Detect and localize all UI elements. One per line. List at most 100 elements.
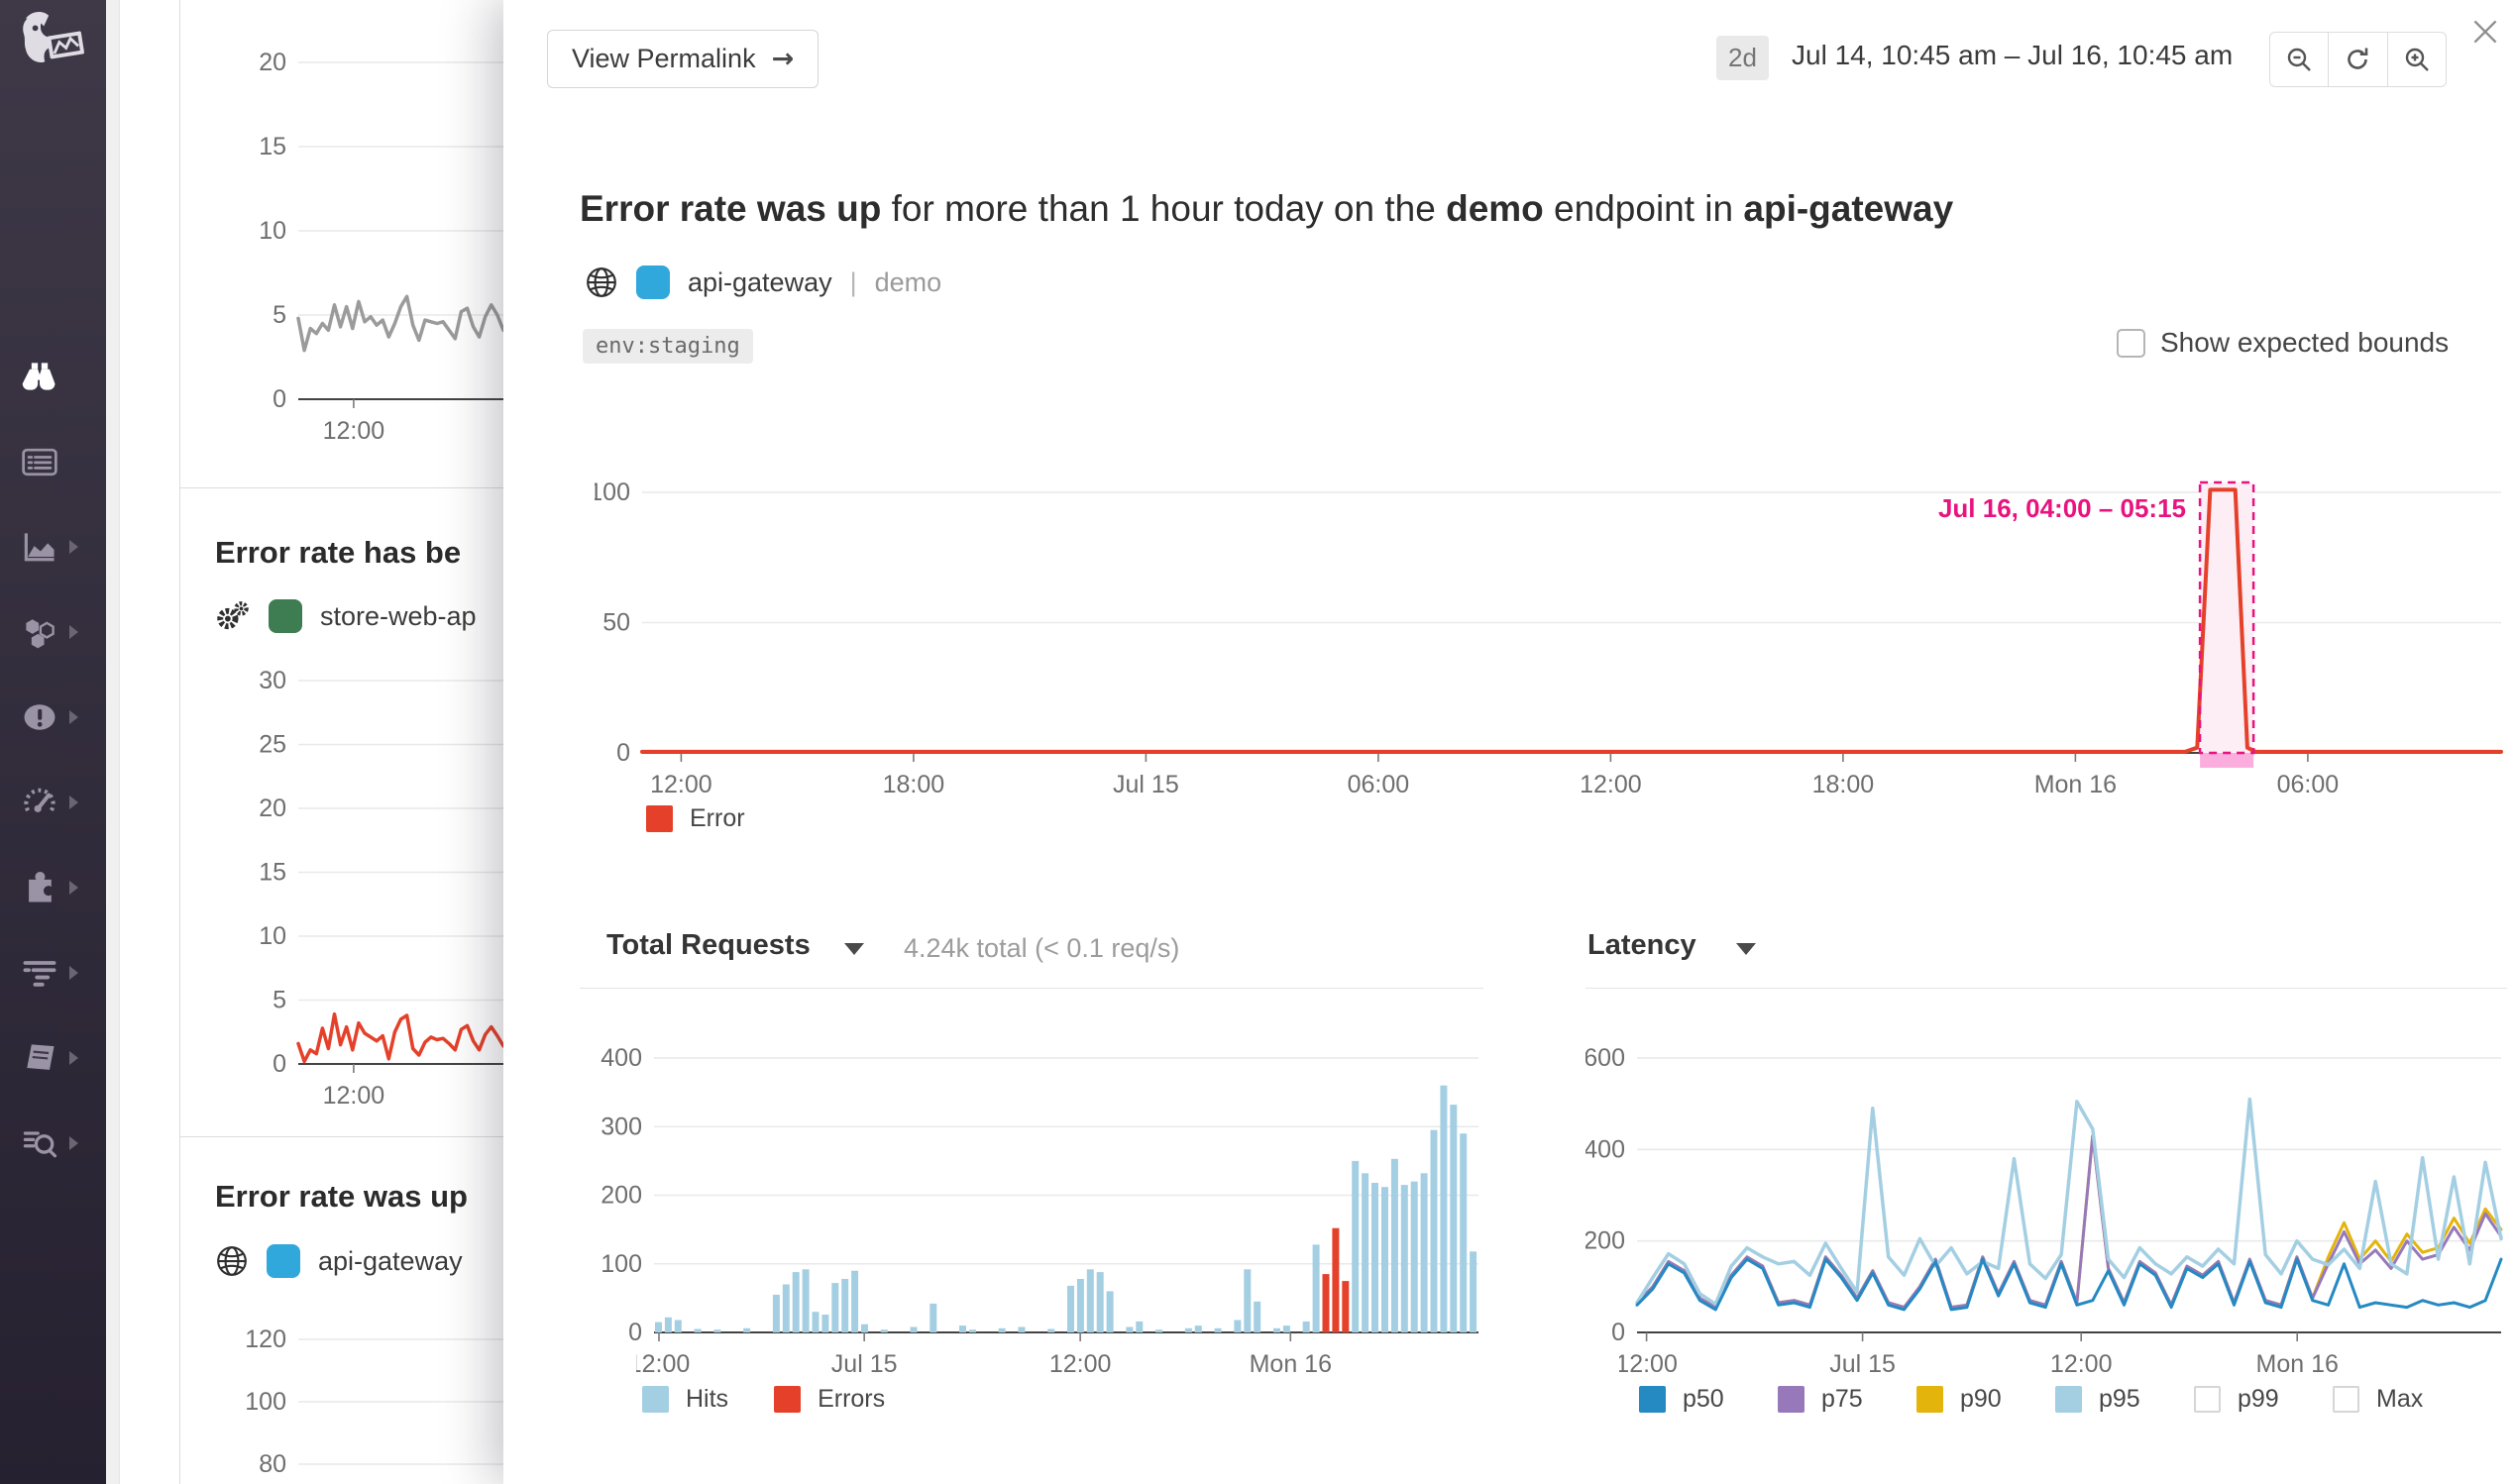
binoculars-icon xyxy=(22,363,55,390)
sidebar-item-notebooks[interactable] xyxy=(0,1030,106,1086)
svg-text:120: 120 xyxy=(245,1325,286,1353)
total-requests-summary: 4.24k total (< 0.1 req/s) xyxy=(904,933,1180,963)
legend-item-errors[interactable]: Errors xyxy=(774,1385,885,1414)
svg-text:Jul 15: Jul 15 xyxy=(831,1350,898,1378)
svg-text:06:00: 06:00 xyxy=(2277,771,2340,798)
sidebar-item-logs[interactable] xyxy=(0,1115,106,1171)
total-requests-legend: Hits Errors xyxy=(642,1385,930,1414)
svg-text:12:00: 12:00 xyxy=(1615,1350,1678,1378)
service-name: store-web-ap xyxy=(320,600,477,631)
chevron-right-icon xyxy=(69,710,78,724)
show-expected-bounds-control: Show expected bounds xyxy=(2117,327,2449,359)
alert-title-bold: Error rate was up xyxy=(580,188,882,229)
chevron-right-icon xyxy=(69,881,78,895)
env-tag[interactable]: env:staging xyxy=(583,329,753,364)
legend-item-p75[interactable]: p75 xyxy=(1778,1385,1890,1414)
endpoint-link[interactable]: demo xyxy=(874,266,942,297)
svg-text:Jul 16, 04:00 – 05:15: Jul 16, 04:00 – 05:15 xyxy=(1938,493,2186,523)
close-button[interactable] xyxy=(2467,14,2503,50)
legend-swatch xyxy=(1778,1386,1804,1413)
zoom-out-button[interactable] xyxy=(2270,33,2328,86)
error-rate-chart[interactable]: 100 50 0 12:00 18:00 Jul 15 06:00 12:00 18:00 Mon… xyxy=(595,436,2515,862)
svg-text:Mon 16: Mon 16 xyxy=(2256,1350,2339,1378)
legend-item-hits[interactable]: Hits xyxy=(642,1385,728,1414)
monitor-list-page: 20 15 10 5 0 12:00 Error rate has be store-we… xyxy=(106,0,503,1484)
legend-swatch xyxy=(646,805,673,832)
show-expected-bounds-checkbox[interactable] xyxy=(2117,328,2145,358)
bg-chart-top: 20 15 10 5 0 12:00 xyxy=(259,49,503,445)
alert-title-endpoint: demo xyxy=(1446,188,1544,229)
svg-text:Mon 16: Mon 16 xyxy=(1250,1350,1332,1378)
total-requests-chart[interactable]: 400 300 200 100 0 12:00 Jul 15 12:00 Mon 16 xyxy=(580,999,1486,1425)
legend-item-p50[interactable]: p50 xyxy=(1639,1385,1751,1414)
sidebar-item-monitors[interactable] xyxy=(0,689,106,745)
svg-text:15: 15 xyxy=(259,133,286,160)
svg-text:18:00: 18:00 xyxy=(1812,771,1875,798)
legend-item-max[interactable]: Max xyxy=(2333,1385,2445,1414)
legend-label: Errors xyxy=(818,1385,886,1413)
service-link[interactable]: api-gateway xyxy=(688,266,832,297)
svg-text:Jul 15: Jul 15 xyxy=(1113,771,1179,798)
time-range-badge[interactable]: 2d xyxy=(1716,36,1769,80)
bg-card-title: Error rate was up xyxy=(215,1179,468,1214)
bg-card-title: Error rate has be xyxy=(215,535,462,570)
sidebar-item-apm[interactable] xyxy=(0,945,106,1001)
zoom-in-button[interactable] xyxy=(2386,33,2446,86)
latency-chart[interactable]: 600 400 200 0 12:00 Jul 15 12:00 Mon 16 xyxy=(1586,999,2515,1425)
sidebar-item-synthetics[interactable] xyxy=(0,775,106,830)
svg-text:400: 400 xyxy=(601,1044,642,1072)
svg-text:10: 10 xyxy=(259,922,286,950)
svg-text:Jul 15: Jul 15 xyxy=(1829,1350,1896,1378)
scope-separator: | xyxy=(849,266,857,297)
view-permalink-button[interactable]: View Permalink → xyxy=(547,30,820,88)
svg-text:0: 0 xyxy=(616,739,630,767)
alert-title: Error rate was up for more than 1 hour t… xyxy=(580,188,2462,230)
chevron-down-icon[interactable] xyxy=(844,943,864,955)
legend-item-p99[interactable]: p99 xyxy=(2194,1385,2306,1414)
svg-text:0: 0 xyxy=(273,385,286,413)
sidebar-item-integrations[interactable] xyxy=(0,860,106,915)
svg-text:25: 25 xyxy=(259,731,286,759)
sidebar-item-home[interactable] xyxy=(0,6,106,71)
alert-exclamation-icon xyxy=(24,704,55,730)
close-icon xyxy=(2473,20,2497,44)
puzzle-piece-icon xyxy=(29,871,52,902)
legend-item-error[interactable]: Error xyxy=(646,804,745,833)
legend-item-p95[interactable]: p95 xyxy=(2055,1385,2167,1414)
sidebar-item-infrastructure[interactable] xyxy=(0,604,106,660)
svg-text:12:00: 12:00 xyxy=(1049,1350,1112,1378)
latency-legend: p50 p75 p90 p95 p99 Max xyxy=(1639,1385,2471,1414)
chevron-down-icon[interactable] xyxy=(1736,943,1756,955)
time-range-text: Jul 14, 10:45 am – Jul 16, 10:45 am xyxy=(1792,40,2234,70)
globe-icon xyxy=(587,267,616,297)
refresh-button[interactable] xyxy=(2328,33,2386,86)
alert-scope-row: api-gateway | demo xyxy=(585,265,941,299)
scrollbar-track[interactable] xyxy=(106,0,120,1484)
legend-label: Error xyxy=(690,804,745,832)
svg-text:12:00: 12:00 xyxy=(2050,1350,2113,1378)
alert-detail-modal: View Permalink → 2d Jul 14, 10:45 am – J… xyxy=(503,0,2515,1484)
metrics-graph-icon xyxy=(24,533,55,562)
svg-text:20: 20 xyxy=(259,49,286,76)
svg-text:10: 10 xyxy=(259,217,286,245)
svg-text:300: 300 xyxy=(601,1113,642,1140)
svg-text:06:00: 06:00 xyxy=(1348,771,1410,798)
sidebar-item-events[interactable] xyxy=(0,434,106,489)
alert-title-text: for more than 1 hour today on the xyxy=(881,188,1447,229)
legend-label: Max xyxy=(2376,1385,2424,1413)
legend-item-p90[interactable]: p90 xyxy=(1916,1385,2028,1414)
globe-icon xyxy=(217,1246,247,1276)
sidebar-item-watchdog[interactable] xyxy=(0,349,106,404)
gears-icon xyxy=(217,601,249,630)
latency-title[interactable]: Latency xyxy=(1587,929,1696,961)
legend-swatch xyxy=(1916,1386,1943,1413)
sidebar-item-metrics[interactable] xyxy=(0,519,106,575)
gauge-icon xyxy=(24,788,55,812)
legend-label: p50 xyxy=(1683,1385,1724,1413)
legend-label: p75 xyxy=(1821,1385,1863,1413)
svg-text:5: 5 xyxy=(273,301,286,329)
total-requests-title[interactable]: Total Requests xyxy=(606,929,811,961)
service-name: api-gateway xyxy=(318,1245,463,1276)
svg-text:30: 30 xyxy=(259,667,286,694)
legend-label: Hits xyxy=(686,1385,729,1413)
